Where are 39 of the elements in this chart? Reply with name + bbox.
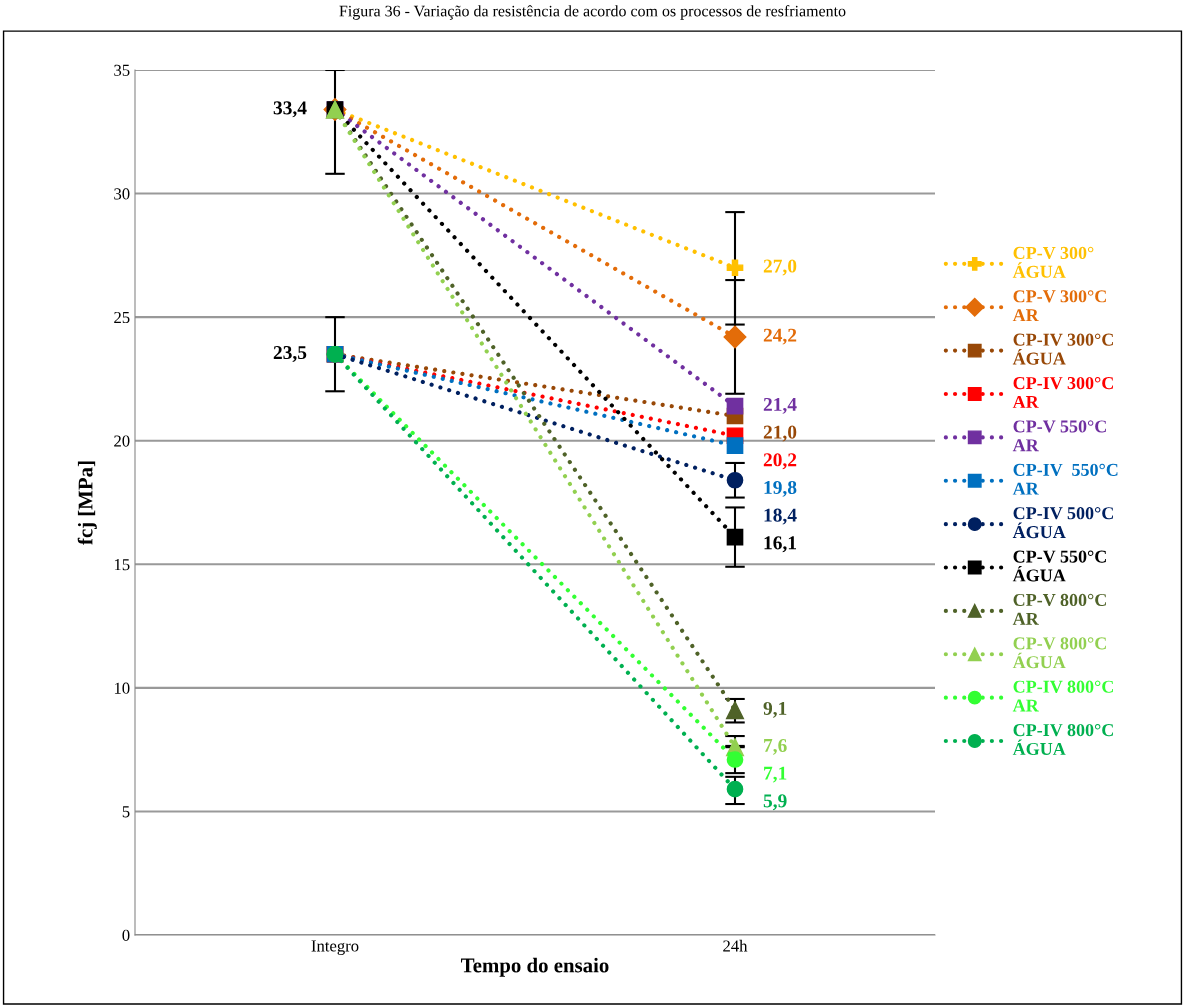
- data-label: 7,1: [764, 766, 787, 783]
- legend-label: CP-V 800°C ÁGUA: [1012, 637, 1106, 669]
- data-label: 19,8: [764, 480, 797, 497]
- legend-label: CP-IV 300°C ÁGUA: [1012, 333, 1113, 365]
- legend-label: CP-IV 300°C AR: [1012, 376, 1113, 408]
- y-tick-label: 10: [114, 682, 130, 694]
- data-label: 18,4: [764, 508, 797, 525]
- data-label: 27,0: [763, 259, 797, 276]
- data-label: 33,4: [273, 101, 307, 118]
- data-label: 7,6: [764, 738, 787, 755]
- legend-label: CP-IV 500°C ÁGUA: [1012, 507, 1113, 539]
- data-label: 24,2: [763, 328, 797, 345]
- y-tick-label: 30: [114, 188, 130, 200]
- data-label: 5,9: [763, 794, 787, 811]
- y-tick-label: 15: [114, 559, 130, 571]
- data-label: 20,2: [763, 453, 797, 470]
- y-axis-title: fcj [MPa]: [77, 461, 97, 545]
- y-tick-label: 35: [114, 64, 130, 76]
- legend-label: CP-V 550°C ÁGUA: [1012, 550, 1106, 582]
- legend-label: CP-IV 800°C AR: [1012, 680, 1113, 712]
- y-tick-label: 20: [114, 435, 130, 447]
- data-label: 9,1: [763, 701, 787, 718]
- data-label: 16,1: [764, 536, 797, 553]
- x-tick-label: 24h: [723, 939, 748, 952]
- legend-label: CP-V 800°C AR: [1012, 593, 1106, 625]
- y-tick-label: 25: [114, 311, 130, 324]
- data-label: 21,4: [763, 397, 797, 414]
- legend-label: CP-IV 800°C ÁGUA: [1012, 723, 1113, 756]
- y-tick-label: 5: [122, 806, 130, 818]
- chart-title: Figura 36 - Variação da resistência de acordo com os processos de resfriamento: [339, 5, 846, 20]
- legend-label: CP-V 550°C AR: [1012, 420, 1106, 452]
- x-axis-title: Tempo do ensaio: [461, 957, 609, 977]
- legend-label: CP-V 300° ÁGUA: [1012, 246, 1094, 278]
- y-tick-label: 0: [122, 929, 130, 941]
- legend-label: CP-V 300°C AR: [1012, 290, 1106, 322]
- data-label: 23,5: [273, 346, 307, 362]
- data-label: 21,0: [763, 425, 797, 442]
- legend-label: CP-IV 550°C AR: [1012, 463, 1118, 495]
- x-tick-label: Integro: [311, 940, 359, 955]
